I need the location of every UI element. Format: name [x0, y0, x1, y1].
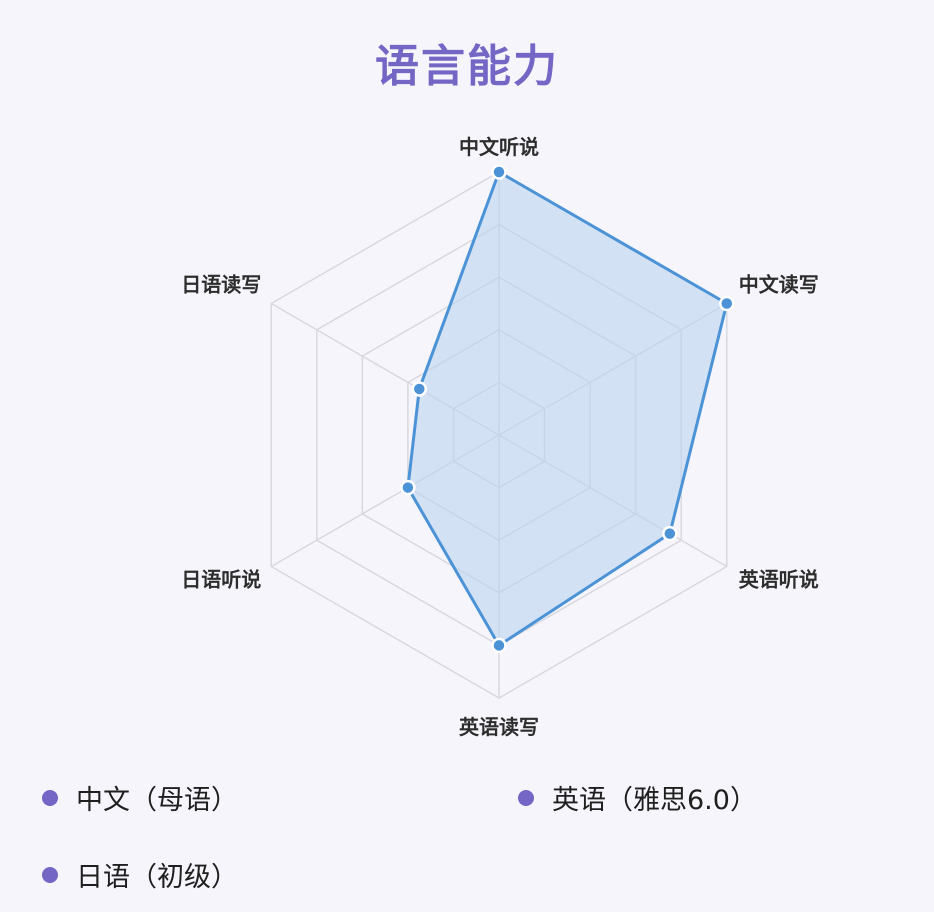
- data-point: [719, 295, 735, 312]
- axis-label: 日语听说: [181, 568, 261, 592]
- axis-label: 英语听说: [739, 568, 819, 592]
- legend-item-english: 英语（雅思6.0）: [518, 778, 757, 817]
- legend-label-english: 英语（雅思6.0）: [552, 785, 757, 816]
- legend-dot-icon: [518, 789, 534, 806]
- axis-label: 中文听说: [459, 135, 539, 159]
- axis-label: 英语读写: [459, 715, 539, 739]
- data-point: [491, 164, 507, 180]
- data-point: [411, 381, 428, 397]
- legend-item-japanese: 日语（初级）: [42, 855, 238, 894]
- axis-label: 中文读写: [739, 273, 819, 297]
- data-point: [400, 479, 416, 496]
- radar-series: [400, 164, 735, 654]
- axis-label: 日语读写: [181, 273, 261, 297]
- data-point: [662, 525, 678, 542]
- series-area: [406, 170, 729, 647]
- data-point: [491, 637, 507, 654]
- legend-dot-icon: [42, 789, 58, 806]
- chart-title: 语言能力: [375, 41, 559, 92]
- legend-label-japanese: 日语（初级）: [76, 862, 238, 893]
- legend-label-chinese: 中文（母语）: [76, 785, 238, 816]
- legend-item-chinese: 中文（母语）: [42, 778, 238, 817]
- legend-dot-icon: [42, 866, 58, 883]
